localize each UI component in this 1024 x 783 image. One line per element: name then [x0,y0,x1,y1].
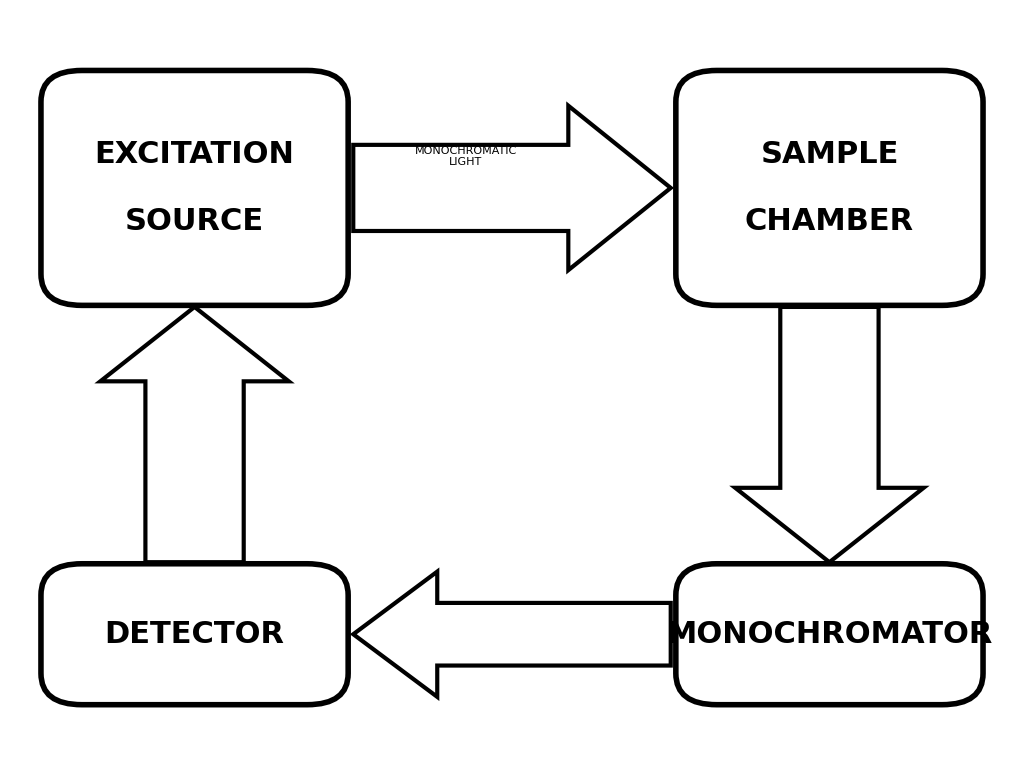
Polygon shape [735,307,924,562]
FancyBboxPatch shape [676,70,983,305]
Text: DETECTOR: DETECTOR [104,619,285,649]
FancyBboxPatch shape [41,564,348,705]
FancyBboxPatch shape [676,564,983,705]
Polygon shape [353,572,671,697]
Text: MONOCHROMATIC
LIGHT: MONOCHROMATIC LIGHT [415,146,517,168]
Text: MONOCHROMATOR: MONOCHROMATOR [667,619,992,649]
FancyBboxPatch shape [41,70,348,305]
Polygon shape [353,106,671,270]
Polygon shape [100,307,289,562]
Text: SAMPLE
 
CHAMBER: SAMPLE CHAMBER [744,140,914,236]
Text: EXCITATION
 
SOURCE: EXCITATION SOURCE [94,140,295,236]
